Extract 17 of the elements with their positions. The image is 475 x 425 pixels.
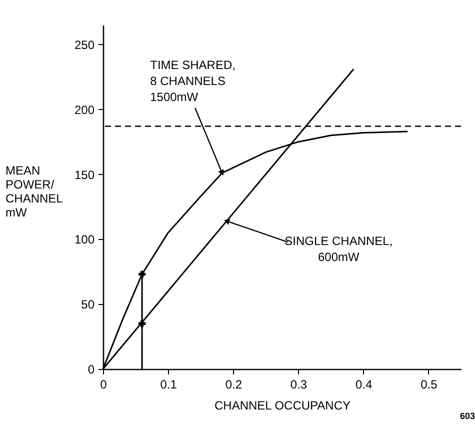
x-tick-label: 0.2 [225, 378, 242, 392]
y-tick-label: 50 [81, 298, 95, 312]
x-tick-label: 0.1 [160, 378, 178, 392]
x-tick-label: 0 [100, 378, 108, 392]
y-axis-title: MEAN POWER/ CHANNEL mW [6, 164, 64, 220]
x-axis-title: CHANNEL OCCUPANCY [214, 398, 351, 412]
y-tick-label: 0 [88, 362, 95, 376]
y-tick-label: 250 [74, 38, 95, 52]
x-tick-label: 0.4 [356, 378, 373, 392]
x-tick-label: 0.5 [420, 378, 438, 392]
y-tick-label: 150 [74, 168, 95, 182]
x-tick-label: 0.3 [290, 378, 308, 392]
y-tick-label: 100 [74, 232, 95, 247]
text: 603 [460, 411, 475, 421]
annotation: SINGLE CHANNEL, 600mW [284, 234, 393, 264]
y-tick-label: 200 [74, 102, 95, 117]
annotation: TIME SHARED, 8 CHANNELS 1500mW [150, 58, 236, 104]
